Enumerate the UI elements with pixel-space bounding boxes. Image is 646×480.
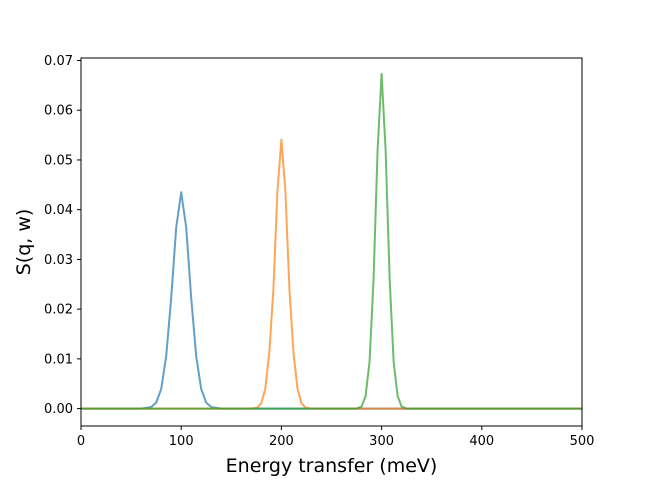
x-axis: 0 100 200 300 400 500 [77,426,595,449]
y-axis-label: S(q, w) [13,209,35,276]
x-tick-label: 300 [369,434,394,449]
x-tick-label: 500 [570,434,595,449]
x-tick-label: 100 [169,434,194,449]
x-axis-label: Energy transfer (meV) [226,455,438,477]
x-tick-label: 200 [269,434,294,449]
x-tick-label: 0 [77,434,85,449]
y-tick-label: 0.00 [44,402,73,417]
y-tick-label: 0.07 [44,54,73,69]
y-tick-label: 0.04 [44,203,73,218]
y-axis: 0.00 0.01 0.02 0.03 0.04 0.05 0.06 0.07 [44,54,81,417]
axes-frame [80,57,583,427]
y-tick-label: 0.01 [44,352,73,367]
series-line-3 [81,72,582,410]
y-tick-label: 0.03 [44,253,73,268]
series-line-1 [81,191,582,410]
series-line-2 [81,138,582,410]
y-tick-label: 0.05 [44,153,73,168]
x-tick-label: 400 [469,434,494,449]
y-tick-label: 0.06 [44,104,73,119]
plot-area [81,72,582,410]
y-tick-label: 0.02 [44,303,73,318]
